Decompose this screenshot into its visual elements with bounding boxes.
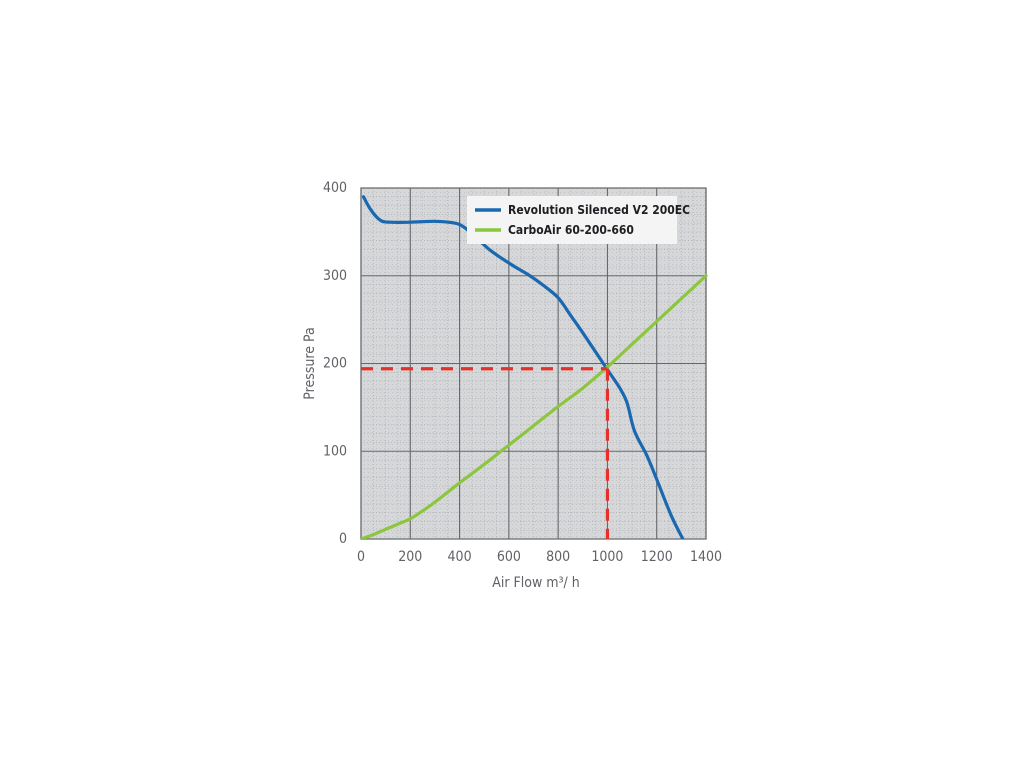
legend-box [467, 196, 677, 244]
series-line-revolution-silenced-v2-200ec [361, 195, 685, 539]
y-tick-label: 400 [323, 180, 347, 196]
x-tick-label: 600 [497, 549, 521, 565]
legend-label: CarboAir 60-200-660 [508, 223, 634, 237]
y-tick-label: 200 [323, 356, 347, 372]
y-tick-label: 300 [323, 268, 347, 284]
legend-label: Revolution Silenced V2 200EC [508, 203, 690, 217]
x-tick-label: 1200 [641, 549, 673, 565]
x-tick-label: 400 [448, 549, 472, 565]
y-tick-label: 0 [339, 531, 347, 547]
y-tick-label: 100 [323, 443, 347, 459]
series-layer [361, 195, 708, 539]
legend: Revolution Silenced V2 200EC CarboAir 60-… [467, 196, 690, 244]
y-axis-title: Pressure Pa [302, 327, 318, 399]
x-tick-label: 0 [357, 549, 365, 565]
major-grid [360, 187, 707, 540]
axis-labels: 0 200 400 600 800 1000 1200 1400 0 100 200 300 400 [323, 180, 722, 565]
x-tick-label: 200 [398, 549, 422, 565]
x-tick-label: 1000 [591, 549, 623, 565]
x-tick-label: 1400 [690, 549, 722, 565]
series-line-carboair-60-200-660 [361, 274, 708, 539]
guide-layer [361, 367, 610, 539]
x-axis-title: Air Flow m³/ h [492, 575, 580, 591]
x-tick-label: 800 [546, 549, 570, 565]
